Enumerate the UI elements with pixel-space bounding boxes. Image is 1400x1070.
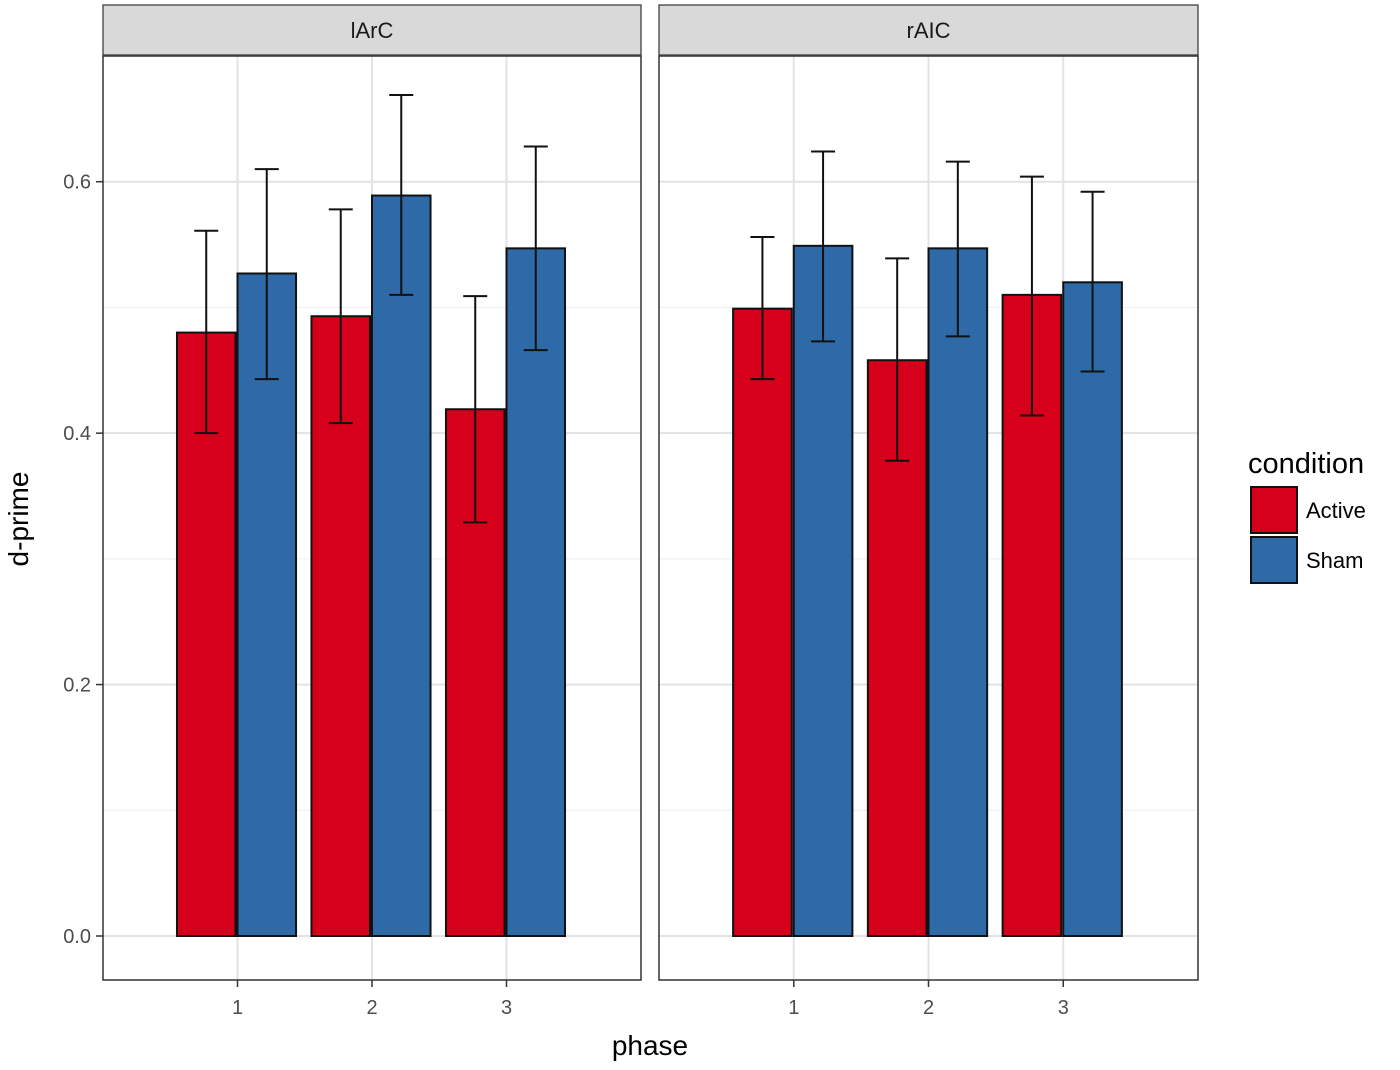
error-bar-sham-phase-3	[1080, 190, 1105, 373]
error-bar-active-phase-2	[328, 208, 353, 425]
error-bar-sham-phase-2	[945, 160, 970, 338]
x-tick-label: 2	[923, 997, 934, 1019]
bar-active-phase-1	[732, 307, 793, 937]
x-tick-label: 1	[232, 997, 243, 1019]
bar-sham-phase-1	[236, 272, 298, 937]
facet-strip	[658, 4, 1199, 56]
y-axis: 0.0 0.2 0.4 0.6	[63, 172, 103, 948]
facet-panel-rAIC: rAIC 1 2 3	[658, 4, 1199, 1019]
legend-key-sham	[1250, 536, 1298, 584]
facet-panel-lArC: lArC 1 2 3	[102, 4, 642, 1019]
legend-label-sham: Sham	[1306, 548, 1363, 573]
error-bar-sham-phase-2	[389, 93, 414, 296]
facet-strip	[102, 4, 642, 56]
error-bar-active-phase-1	[194, 229, 219, 435]
bar-sham-phase-1	[792, 244, 854, 938]
y-axis-title: d-prime	[3, 472, 34, 567]
bar-sham-phase-2	[927, 247, 989, 938]
legend-title: condition	[1248, 448, 1364, 480]
legend-label-active: Active	[1306, 498, 1366, 523]
y-tick-label: 0.6	[63, 172, 91, 194]
facet-strip-label: rAIC	[907, 18, 951, 43]
x-tick-label: 3	[501, 997, 512, 1019]
x-tick-label: 1	[788, 997, 799, 1019]
x-axis-title: phase	[612, 1030, 688, 1061]
error-bar-sham-phase-1	[254, 168, 279, 381]
legend-key-active	[1250, 486, 1298, 534]
y-tick-label: 0.4	[63, 423, 91, 445]
bar-sham-phase-3	[505, 247, 567, 938]
x-tick-label: 3	[1058, 997, 1069, 1019]
legend: condition Active Sham	[1248, 448, 1366, 584]
y-tick-label: 0.2	[63, 675, 91, 697]
y-tick-label: 0.0	[63, 926, 91, 948]
error-bar-sham-phase-3	[523, 145, 548, 352]
facets: lArC 1 2 3 rAIC 1 2 3	[102, 4, 1199, 1019]
error-bar-active-phase-1	[750, 236, 775, 381]
x-tick-label: 2	[366, 997, 377, 1019]
error-bar-sham-phase-1	[811, 150, 836, 343]
error-bar-active-phase-2	[885, 257, 910, 462]
bar-sham-phase-3	[1062, 281, 1123, 937]
error-bar-active-phase-3	[1019, 175, 1044, 417]
bar-sham-phase-2	[371, 194, 432, 938]
facet-strip-label: lArC	[351, 18, 394, 43]
error-bar-active-phase-3	[463, 295, 488, 524]
